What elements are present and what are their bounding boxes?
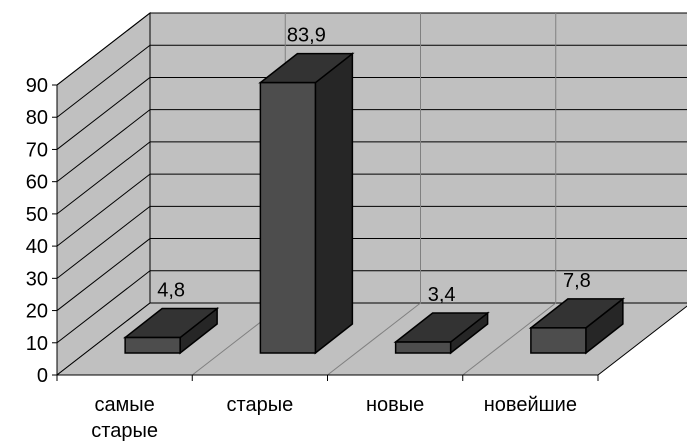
y-axis (52, 84, 599, 381)
bar-front (124, 336, 181, 354)
category-label: старые (227, 394, 294, 416)
y-tick-label: 90 (26, 75, 48, 97)
y-tick-labels: 0 10 20 30 40 50 60 70 80 90 (26, 75, 48, 387)
data-label: 83,9 (287, 25, 326, 47)
bar (122, 306, 220, 355)
gridline-side (56, 44, 151, 118)
bar-front (394, 341, 452, 354)
bar-side (314, 52, 354, 355)
category-label: новые (366, 394, 424, 416)
gridline-side (56, 205, 151, 279)
data-label: 3,4 (428, 284, 456, 306)
gridline-side (56, 173, 151, 247)
gridline-side (56, 238, 151, 311)
gridline-side (56, 77, 151, 150)
back-wall (149, 12, 687, 304)
bar (528, 297, 626, 355)
bar (258, 52, 355, 355)
y-tick-label: 30 (26, 268, 48, 290)
category-label: новейшие (484, 394, 577, 416)
data-label: 7,8 (563, 270, 591, 292)
y-tick-label: 0 (37, 365, 48, 387)
gridline-side (56, 12, 151, 86)
category-labels: самые старые старые новые новейшие (91, 394, 577, 441)
data-label: 4,8 (157, 280, 185, 302)
category-label: самые старые (91, 394, 158, 441)
gridline-side (56, 109, 151, 183)
y-tick-label: 50 (26, 204, 48, 226)
bar-front (530, 327, 587, 354)
data-labels: 4,8 83,9 3,4 7,8 (157, 25, 591, 306)
y-tick-label: 20 (26, 301, 48, 323)
gridline-side (56, 270, 151, 344)
y-tick-label: 10 (26, 333, 48, 355)
floor-divider (462, 302, 557, 376)
y-tick-label: 40 (26, 236, 48, 258)
y-tick-label: 80 (26, 107, 48, 129)
gridline-side (56, 141, 151, 215)
bars (122, 52, 626, 355)
gridlines (56, 12, 687, 376)
y-tick-label: 70 (26, 139, 48, 161)
floor-divider (327, 302, 421, 376)
bar (393, 311, 490, 355)
y-tick-label: 60 (26, 172, 48, 194)
bar-front (259, 81, 317, 354)
